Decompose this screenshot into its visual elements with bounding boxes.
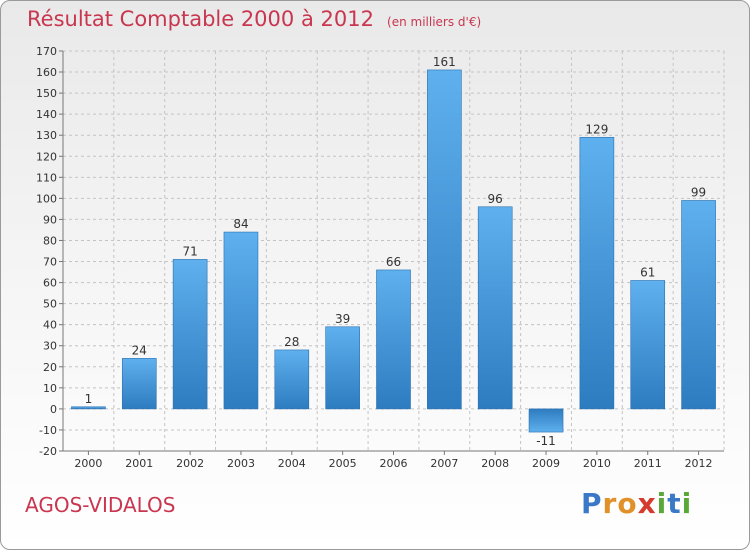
value-label: 161: [433, 55, 456, 69]
value-label: 96: [488, 192, 503, 206]
y-tick-label: 40: [43, 319, 57, 332]
value-label: 61: [640, 265, 655, 279]
y-tick-label: 110: [36, 171, 57, 184]
x-tick-label: 2012: [685, 457, 713, 470]
bar-2009: [528, 408, 564, 433]
chart-title: Résultat Comptable 2000 à 2012 (en milli…: [27, 7, 481, 31]
x-tick-label: 2003: [227, 457, 255, 470]
logo-letter: o: [617, 487, 638, 520]
x-tick-label: 2011: [634, 457, 662, 470]
commune-name: AGOS-VIDALOS: [25, 493, 176, 517]
bar-layer: [71, 69, 716, 433]
y-tick-label: 160: [36, 66, 57, 79]
y-tick-label: 90: [43, 213, 57, 226]
value-label: 129: [585, 122, 608, 136]
value-label: 99: [691, 185, 706, 199]
x-tick-label: 2006: [380, 457, 408, 470]
y-tick-label: 170: [36, 45, 57, 58]
y-tick-label: 30: [43, 340, 57, 353]
bar-2010: [579, 137, 615, 410]
bar-2012: [681, 200, 716, 410]
value-label: 24: [132, 343, 147, 357]
logo-letter: t: [667, 487, 682, 520]
y-tick-label: 60: [43, 277, 57, 290]
label-layer: -20 -10 0 10 20 30 40 50 60 70 80 90 100 110 120 130 140…: [36, 45, 713, 470]
x-tick-label: 2001: [125, 457, 153, 470]
logo-letter: x: [637, 487, 657, 520]
bar-2008: [477, 206, 513, 410]
x-tick-label: 2010: [583, 457, 611, 470]
y-tick-label: 140: [36, 108, 57, 121]
y-tick-label: 50: [43, 298, 57, 311]
y-tick-label: -20: [39, 445, 57, 458]
y-tick-label: 120: [36, 150, 57, 163]
logo-letter: r: [602, 487, 618, 520]
value-label: 66: [386, 255, 401, 269]
bar-2007: [427, 69, 462, 410]
value-label: 71: [182, 244, 197, 258]
bar-2003: [223, 231, 259, 410]
value-label: 84: [233, 217, 248, 231]
y-tick-label: -10: [39, 424, 57, 437]
proxiti-logo: Proxiti: [581, 487, 692, 520]
x-tick-label: 2004: [278, 457, 306, 470]
x-tick-label: 2008: [481, 457, 509, 470]
value-label: -11: [536, 434, 556, 448]
bar-2000: [71, 406, 106, 410]
y-tick-label: 80: [43, 234, 57, 247]
bar-2011: [630, 280, 666, 410]
bar-2005: [325, 326, 360, 410]
logo-letter: P: [581, 487, 603, 520]
y-tick-label: 10: [43, 382, 57, 395]
y-tick-label: 20: [43, 361, 57, 374]
bar-2001: [121, 358, 157, 410]
logo-letter: i: [681, 487, 693, 520]
y-tick-label: 150: [36, 87, 57, 100]
bar-2006: [376, 269, 411, 410]
title-main: Résultat Comptable 2000 à 2012: [27, 7, 374, 31]
x-tick-label: 2005: [329, 457, 357, 470]
y-tick-label: 0: [50, 403, 57, 416]
value-label: 28: [284, 335, 299, 349]
value-label: 39: [335, 312, 350, 326]
x-tick-label: 2002: [176, 457, 204, 470]
x-tick-label: 2007: [430, 457, 458, 470]
x-tick-label: 2009: [532, 457, 560, 470]
y-tick-label: 130: [36, 129, 57, 142]
bar-2004: [274, 349, 310, 410]
y-tick-label: 70: [43, 256, 57, 269]
title-subtitle: (en milliers d'€): [387, 15, 482, 29]
bar-2002: [172, 259, 208, 410]
y-tick-label: 100: [36, 192, 57, 205]
logo-letter: i: [656, 487, 668, 520]
x-tick-label: 2000: [74, 457, 102, 470]
value-label: 1: [85, 392, 93, 406]
